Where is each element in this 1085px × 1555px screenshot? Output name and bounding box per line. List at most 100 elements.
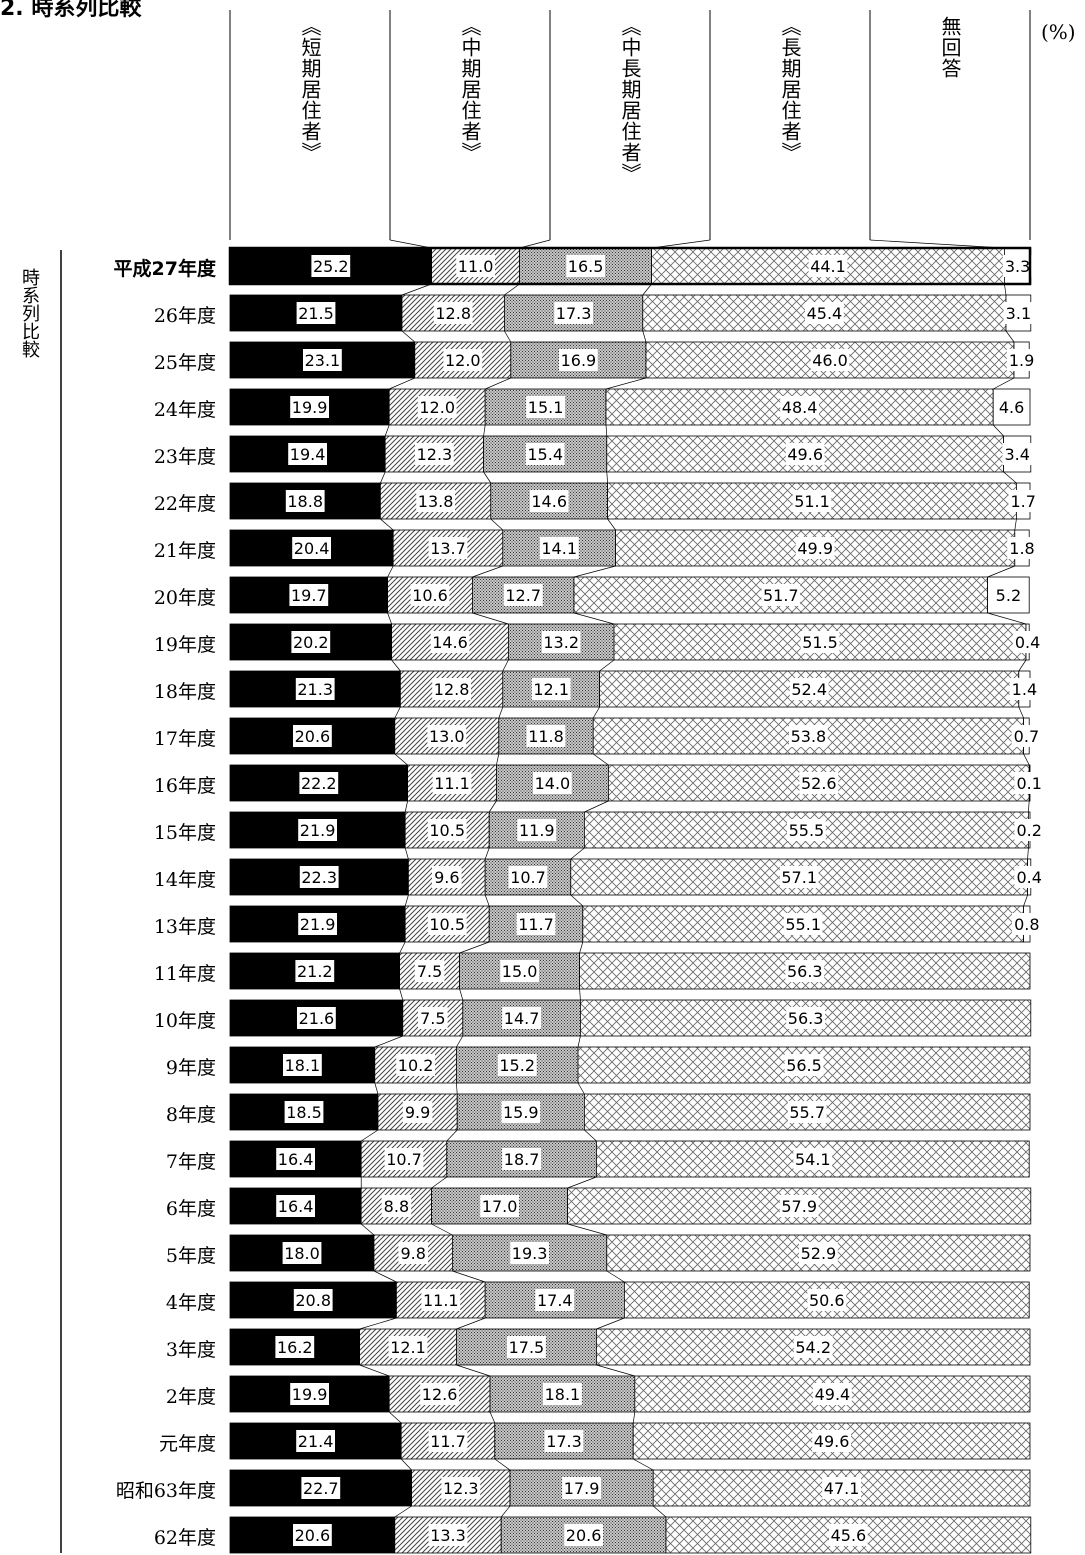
data-label-box	[829, 1524, 868, 1546]
data-label: 20.4	[294, 539, 330, 558]
data-label-box	[311, 255, 351, 277]
header-connector	[869, 239, 1005, 249]
connector-line	[401, 330, 416, 343]
data-label-box	[388, 1336, 428, 1358]
data-label-box	[554, 302, 593, 324]
data-label-box	[789, 678, 829, 700]
data-label-box	[293, 1524, 332, 1546]
data-label-box	[1003, 302, 1034, 324]
connector-line	[387, 565, 394, 578]
data-label: 57.9	[781, 1197, 817, 1216]
connector-line	[401, 283, 432, 296]
data-label-box	[276, 1148, 315, 1170]
data-label-box	[1008, 490, 1038, 512]
row-label: 18年度	[153, 681, 216, 703]
data-label-box	[805, 302, 844, 324]
data-label-box	[418, 1007, 448, 1029]
data-label-box	[456, 255, 495, 277]
data-label: 1.7	[1010, 492, 1035, 511]
data-label-box	[808, 255, 848, 277]
row-label: 11年度	[153, 963, 216, 985]
connector-line	[404, 847, 409, 860]
connector-line	[577, 1035, 581, 1048]
bar-segment	[229, 1140, 362, 1178]
data-label-box	[502, 1007, 541, 1029]
unit-label: (%)	[1041, 20, 1076, 44]
data-label: 49.9	[797, 539, 833, 558]
data-label: 56.5	[786, 1056, 822, 1075]
row-label: 6年度	[165, 1198, 216, 1220]
column-header-no-answer: 無回答	[938, 16, 962, 79]
header-connector	[651, 239, 711, 249]
connector-line	[446, 1129, 458, 1142]
data-label: 9.8	[400, 1244, 425, 1263]
data-label-box	[531, 678, 571, 700]
data-label: 1.8	[1009, 539, 1034, 558]
data-label-box	[296, 1430, 335, 1452]
data-label-box	[786, 1007, 825, 1029]
connector-line	[485, 377, 511, 390]
data-label: 46.0	[812, 351, 848, 370]
data-label-box	[289, 584, 329, 606]
connector-line	[605, 424, 608, 437]
data-label-box	[1007, 537, 1037, 559]
data-label-box	[275, 1336, 315, 1358]
connector-line	[431, 1176, 448, 1189]
column-header-mid-term: 《中期居住者》	[458, 16, 482, 163]
row-label: 13年度	[153, 916, 216, 938]
connector-line	[1028, 800, 1030, 813]
connector-line	[504, 330, 512, 343]
data-label: 57.1	[781, 868, 817, 887]
data-label-box	[384, 1148, 424, 1170]
connector-line	[592, 753, 609, 766]
data-label: 0.1	[1016, 774, 1041, 793]
data-label: 19.7	[291, 586, 327, 605]
data-label: 20.6	[295, 1526, 331, 1545]
data-label-box	[784, 1054, 824, 1076]
connector-line	[599, 659, 615, 672]
data-label: 3.1	[1006, 304, 1031, 323]
data-label: 18.7	[504, 1150, 540, 1169]
data-label-box	[421, 1289, 461, 1311]
connector-line	[452, 1270, 486, 1283]
connector-line	[394, 706, 401, 719]
connector-line	[1018, 706, 1024, 719]
connector-line	[1027, 847, 1029, 860]
connector-line	[459, 988, 464, 1001]
data-label-box	[299, 772, 339, 794]
data-label-box	[516, 913, 556, 935]
row-label: 3年度	[165, 1339, 216, 1361]
data-label: 13.2	[543, 633, 579, 652]
data-label-box	[432, 866, 462, 888]
data-label: 18.1	[285, 1056, 321, 1075]
data-label: 15.9	[503, 1103, 539, 1122]
data-label-box	[785, 960, 825, 982]
data-label-box	[1006, 349, 1037, 371]
data-label: 17.0	[482, 1197, 518, 1216]
column-header-mid-long-term: 《中長期居住者》	[618, 16, 642, 184]
data-label: 53.8	[791, 727, 827, 746]
connector-line	[483, 424, 486, 437]
data-label: 55.7	[789, 1103, 825, 1122]
data-label: 11.7	[518, 915, 554, 934]
connector-line	[987, 565, 1015, 578]
connector-line	[496, 753, 500, 766]
connector-line	[384, 424, 390, 437]
side-label: 時系列比較	[19, 268, 40, 358]
row-label: 23年度	[153, 446, 216, 468]
data-label: 16.2	[277, 1338, 313, 1357]
row-label: 9年度	[165, 1057, 216, 1079]
data-label-box	[566, 255, 605, 277]
data-label: 4.6	[999, 398, 1024, 417]
data-label: 19.9	[292, 398, 328, 417]
data-label: 13.3	[430, 1526, 466, 1545]
connector-line	[607, 518, 616, 531]
data-label: 18.0	[284, 1244, 320, 1263]
data-label: 52.6	[801, 774, 837, 793]
data-label-box	[1012, 631, 1043, 653]
row-label: 元年度	[158, 1433, 216, 1455]
page-title: 2. 時系列比較	[0, 0, 142, 21]
data-label: 16.5	[568, 257, 604, 276]
data-label-box	[285, 490, 325, 512]
